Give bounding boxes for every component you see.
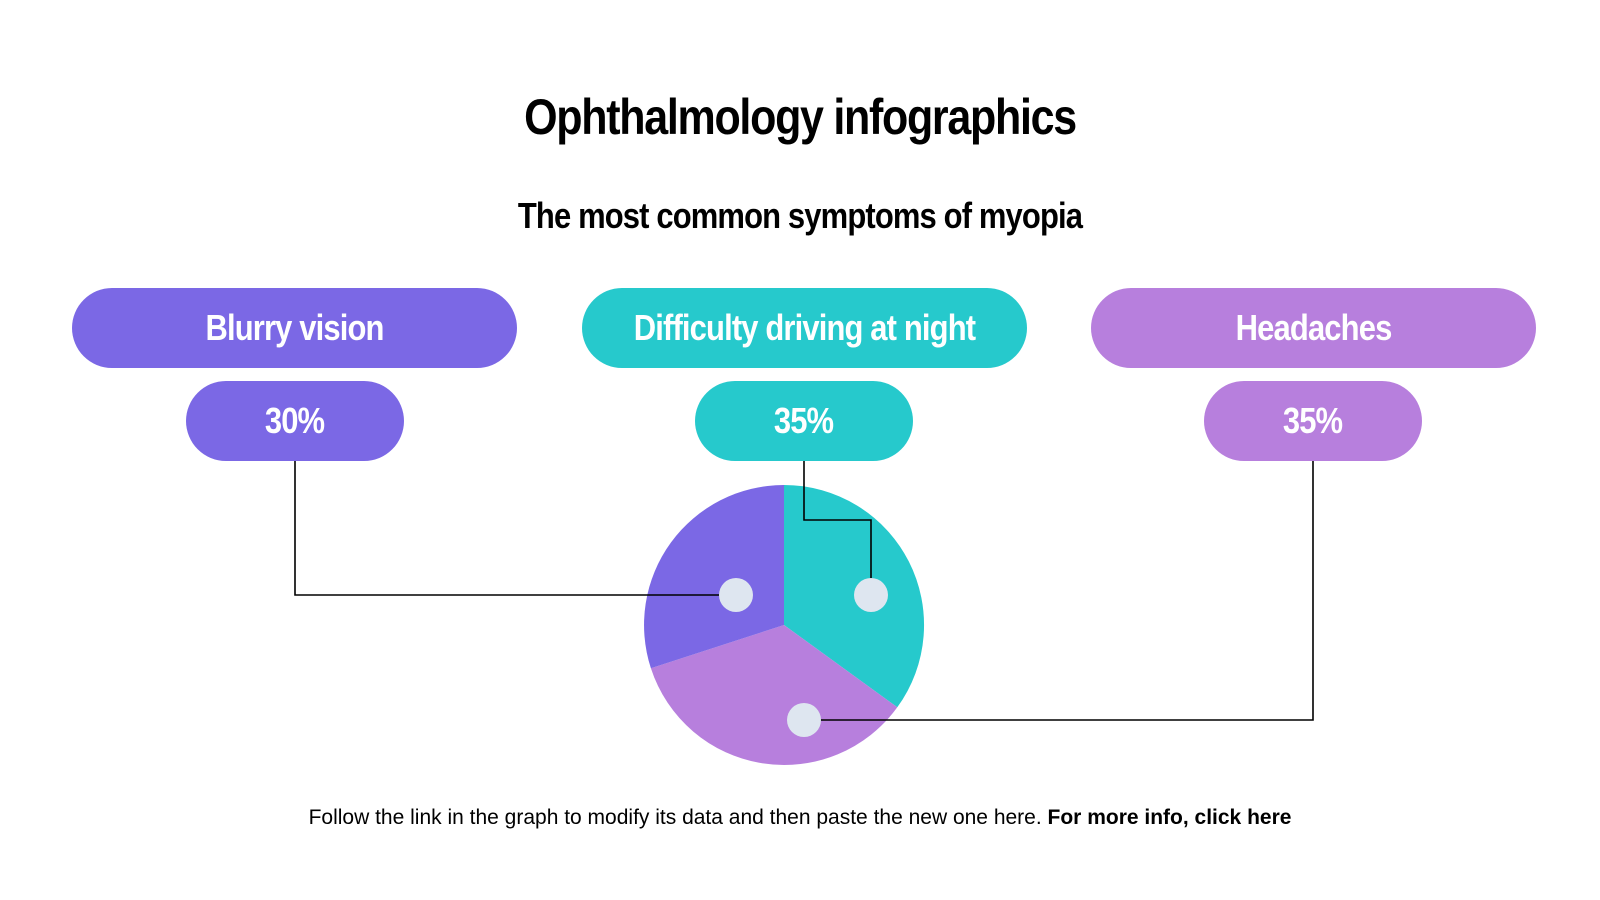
label-pill-blurry-vision: Blurry vision <box>72 288 517 368</box>
marker-dot-blurry-vision <box>719 578 753 612</box>
value-difficulty-driving: 35% <box>774 400 834 441</box>
label-blurry-vision: Blurry vision <box>205 307 384 348</box>
footer-text: Follow the link in the graph to modify i… <box>308 806 1048 829</box>
more-info-link[interactable]: For more info, click here <box>1047 806 1292 829</box>
connector-line-headaches <box>805 461 1314 721</box>
value-headaches: 35% <box>1283 400 1343 441</box>
marker-dot-difficulty-driving <box>854 578 888 612</box>
pie-slice-difficulty-driving <box>784 485 925 708</box>
pie-slice-headaches <box>650 625 898 766</box>
label-headaches: Headaches <box>1235 307 1393 348</box>
value-pill-difficulty-driving: 35% <box>695 381 913 461</box>
value-pill-headaches: 35% <box>1204 381 1422 461</box>
marker-dot-headaches <box>787 703 821 737</box>
connector-line-difficulty-driving <box>803 461 872 588</box>
value-blurry-vision: 30% <box>265 400 325 441</box>
label-difficulty-driving: Difficulty driving at night <box>633 307 976 348</box>
page-title: Ophthalmology infographics <box>524 89 1077 145</box>
connector-line-blurry-vision <box>294 461 720 596</box>
label-pill-headaches: Headaches <box>1091 288 1536 368</box>
pie-slice-blurry-vision <box>644 485 784 669</box>
footer-note: Follow the link in the graph to modify i… <box>0 806 1600 830</box>
label-pill-difficulty-driving: Difficulty driving at night <box>582 288 1027 368</box>
value-pill-blurry-vision: 30% <box>186 381 404 461</box>
page-subtitle: The most common symptoms of myopia <box>517 195 1083 236</box>
